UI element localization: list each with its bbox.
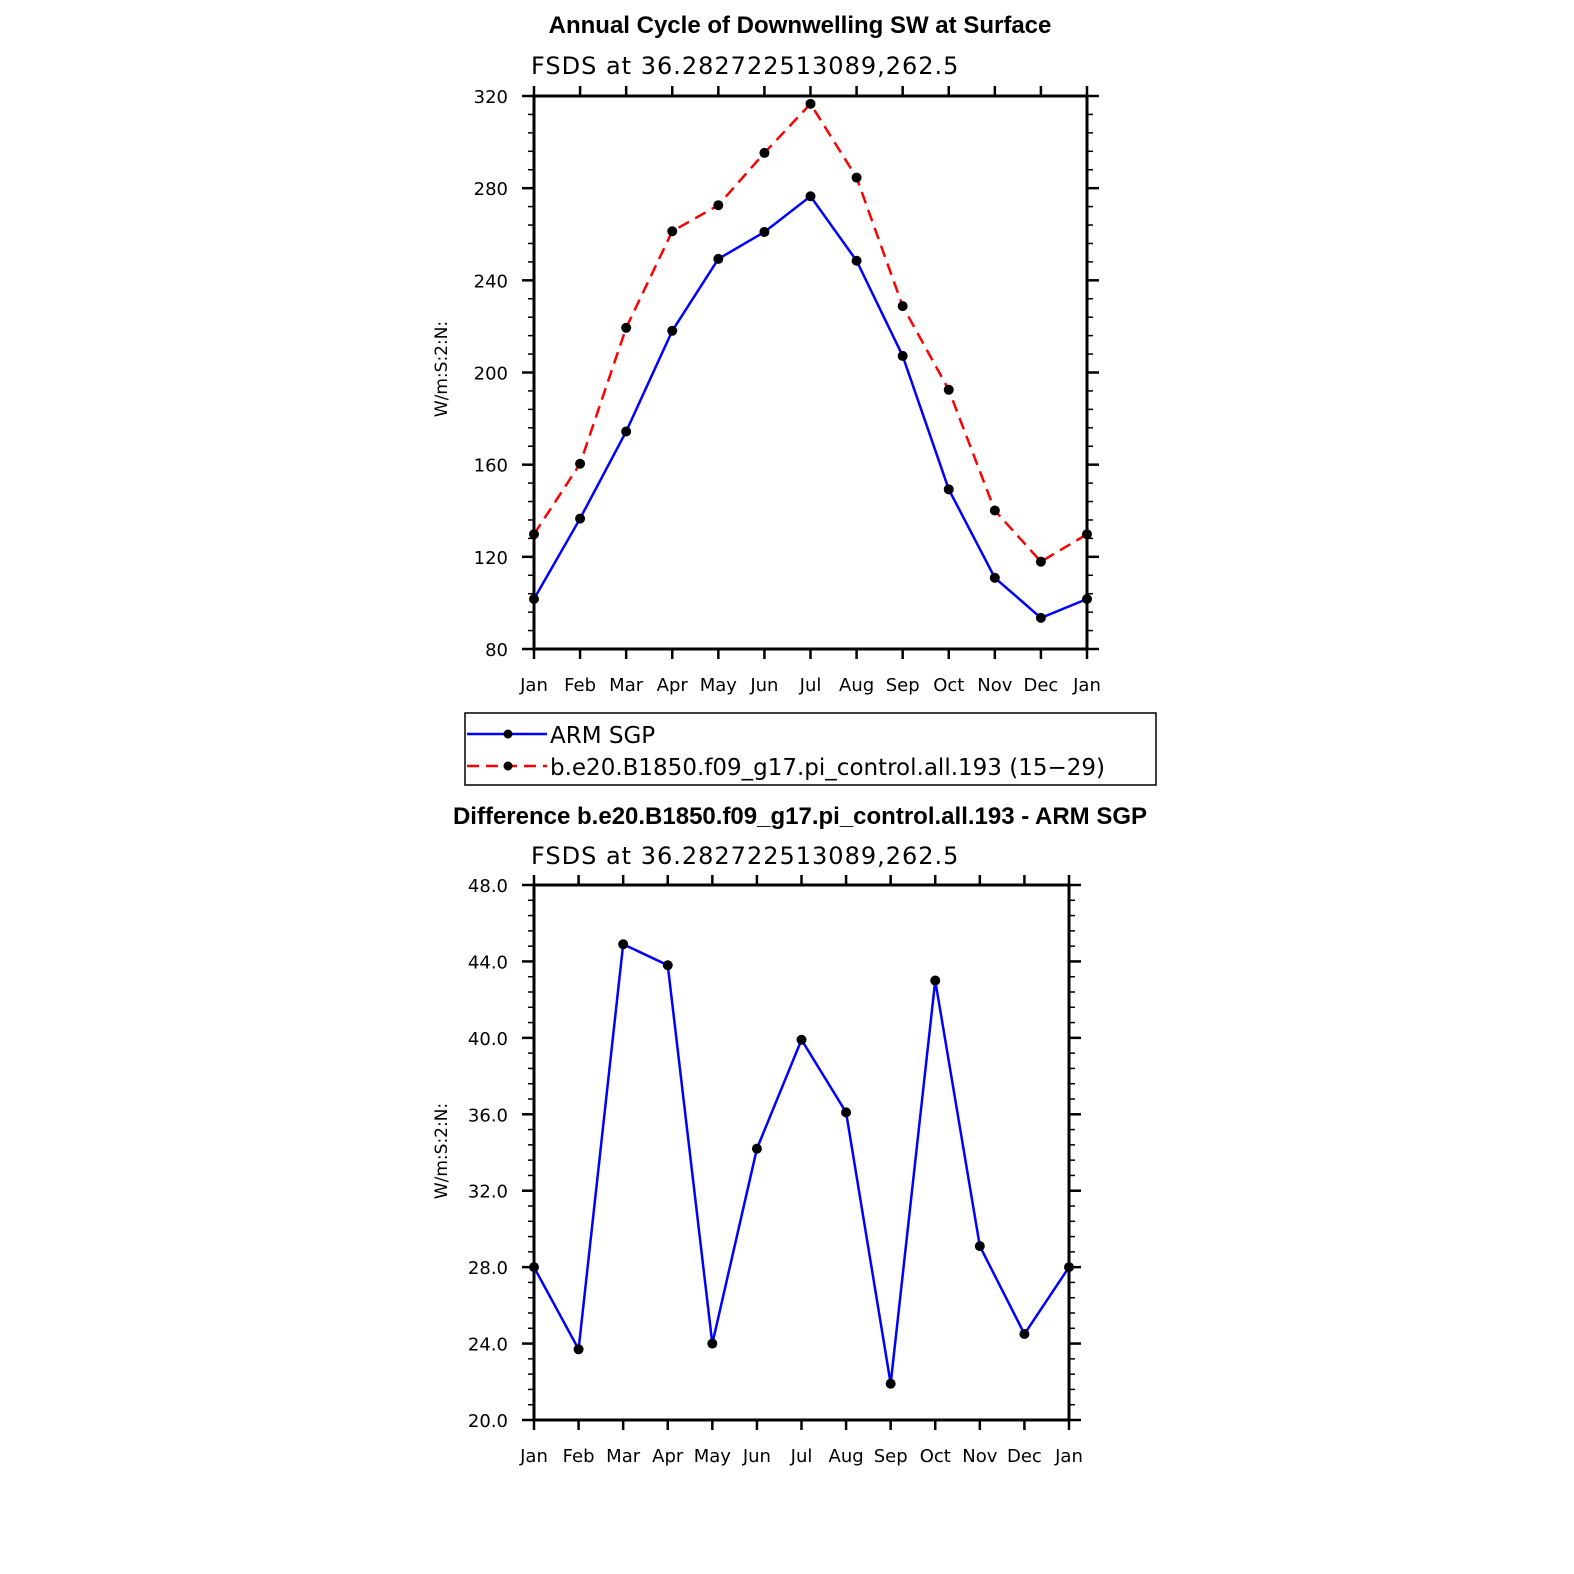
x-tick-label: Dec (1023, 675, 1058, 696)
x-tick-label: Jan (1072, 675, 1101, 696)
y-tick-label: 44.0 (468, 952, 508, 973)
data-point (1035, 612, 1046, 623)
y-tick-label: 80 (485, 640, 508, 661)
series-line-0 (532, 194, 1088, 620)
y-tick-label: 280 (474, 179, 508, 200)
y-tick-label: 36.0 (468, 1105, 508, 1126)
y-tick-label: 160 (474, 456, 508, 477)
y-tick-label: 40.0 (468, 1029, 508, 1050)
data-point (805, 98, 816, 109)
series-group (529, 98, 1092, 623)
y-tick-label: 240 (474, 271, 508, 292)
data-point (713, 253, 724, 264)
data-point (943, 484, 954, 495)
x-tick-label: Nov (962, 1446, 997, 1467)
x-tick-label: Aug (839, 675, 874, 696)
data-point (851, 255, 862, 266)
chart-subtitle: FSDS at 36.282722513089,262.5 (531, 842, 959, 870)
x-tick-label: Sep (886, 675, 920, 696)
axis-ticks: Jan Feb Mar Apr May Jun Jul Aug Sep Oct Nov Dec Jan 8… (474, 86, 1101, 696)
annual-cycle-chart: Annual Cycle of Downwelling SW at Surfac… (432, 12, 1101, 696)
legend-box (464, 712, 1157, 786)
y-tick-label: 48.0 (468, 876, 508, 897)
data-point (851, 172, 862, 183)
data-point (667, 325, 678, 336)
data-point (575, 513, 586, 524)
x-tick-label: Mar (606, 1446, 641, 1467)
x-tick-label: Jun (742, 1446, 771, 1467)
data-point (1019, 1329, 1030, 1340)
x-tick-label: Apr (657, 675, 689, 696)
y-tick-label: 28.0 (468, 1258, 508, 1279)
chart-title: Difference b.e20.B1850.f09_g17.pi_contro… (453, 803, 1147, 830)
data-point (621, 322, 632, 333)
data-point (662, 960, 673, 971)
series-group (529, 939, 1074, 1389)
x-tick-label: Nov (977, 675, 1012, 696)
x-tick-label: Feb (563, 1446, 595, 1467)
legend: ARM SGP b.e20.B1850.f09_g17.pi_control.a… (464, 712, 1157, 786)
data-point (618, 939, 629, 950)
data-point (805, 191, 816, 202)
x-tick-label: Jan (519, 1446, 548, 1467)
x-tick-label: Aug (829, 1446, 864, 1467)
y-tick-label: 120 (474, 548, 508, 569)
x-tick-label: Feb (564, 675, 596, 696)
data-point (841, 1107, 852, 1118)
x-tick-label: Apr (652, 1446, 684, 1467)
data-point (1035, 556, 1046, 567)
data-point (759, 147, 770, 158)
data-point (573, 1344, 584, 1355)
x-tick-label: Dec (1007, 1446, 1042, 1467)
y-axis-label: W/m:S:2:N: (432, 321, 452, 417)
x-tick-label: Sep (874, 1446, 908, 1467)
chart-subtitle: FSDS at 36.282722513089,262.5 (531, 52, 959, 80)
data-point (989, 505, 1000, 516)
x-tick-label: May (700, 675, 738, 696)
data-point (974, 1241, 985, 1252)
x-tick-label: Jul (790, 1446, 813, 1467)
x-tick-label: Mar (609, 675, 644, 696)
data-point (989, 572, 1000, 583)
data-point (707, 1338, 718, 1349)
series-line-0 (532, 942, 1071, 1384)
data-point (796, 1034, 807, 1045)
data-point (575, 458, 586, 469)
x-tick-label: Oct (933, 675, 964, 696)
chart-title: Annual Cycle of Downwelling SW at Surfac… (549, 12, 1052, 39)
legend-marker-model (503, 761, 513, 771)
x-tick-label: Jul (799, 675, 822, 696)
plot-frame (532, 94, 1089, 651)
data-point (621, 426, 632, 437)
data-point (713, 200, 724, 211)
x-tick-label: May (694, 1446, 732, 1467)
data-point (885, 1378, 896, 1389)
plot-frame (532, 883, 1071, 1422)
x-tick-label: Oct (920, 1446, 951, 1467)
x-tick-label: Jan (519, 675, 548, 696)
series-line-1 (532, 101, 1088, 564)
difference-chart: Difference b.e20.B1850.f09_g17.pi_contro… (432, 803, 1147, 1467)
y-tick-label: 20.0 (468, 1411, 508, 1432)
data-point (943, 384, 954, 395)
data-point (751, 1143, 762, 1154)
y-tick-label: 200 (474, 364, 508, 385)
y-tick-label: 320 (474, 87, 508, 108)
legend-label-arm-sgp: ARM SGP (550, 723, 655, 749)
data-point (759, 226, 770, 237)
data-point (897, 350, 908, 361)
x-tick-label: Jan (1054, 1446, 1083, 1467)
legend-label-model: b.e20.B1850.f09_g17.pi_control.all.193 (… (550, 755, 1105, 781)
y-tick-label: 24.0 (468, 1335, 508, 1356)
data-point (897, 301, 908, 312)
x-tick-label: Jun (749, 675, 778, 696)
legend-marker-arm-sgp (503, 729, 513, 739)
data-point (667, 226, 678, 237)
y-tick-label: 32.0 (468, 1182, 508, 1203)
y-axis-label: W/m:S:2:N: (432, 1103, 452, 1199)
axis-ticks: Jan Feb Mar Apr May Jun Jul Aug Sep Oct Nov Dec Jan 2… (468, 875, 1083, 1467)
data-point (930, 975, 941, 986)
